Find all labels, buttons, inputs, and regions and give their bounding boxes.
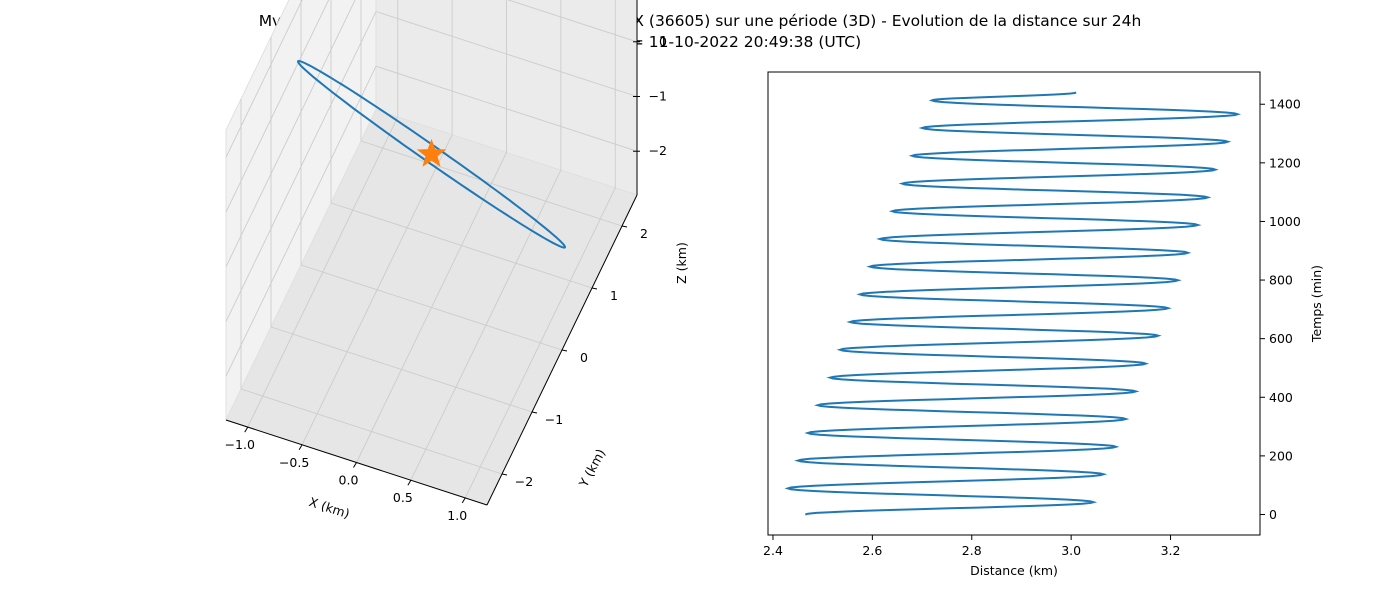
x-tick-label: 2.4 <box>763 543 783 558</box>
y-tick-label: 0 <box>580 350 588 365</box>
y-tick-mark <box>531 411 538 414</box>
y-tick-label: 200 <box>1269 448 1293 463</box>
z-grid-left <box>225 0 303 158</box>
distance-line <box>784 91 1242 516</box>
x-tick-label: 0.5 <box>393 490 413 505</box>
y-grid-floor <box>300 264 563 351</box>
y-ticks: 0 200 400 600 800 1000 1200 1400 <box>1260 97 1301 522</box>
x-tick-mark <box>298 444 303 451</box>
z-grid-right <box>375 11 638 97</box>
y-tick-label: 800 <box>1269 273 1293 288</box>
x-tick-label: 2.6 <box>862 543 882 558</box>
x-tick-label: 1.0 <box>447 508 467 523</box>
y-tick-label: 1400 <box>1269 97 1301 112</box>
x-tick-label: 0.0 <box>339 473 359 488</box>
z-grid-left <box>225 0 356 267</box>
z-tick-label: −1 <box>649 89 667 104</box>
y-tick-mark <box>501 473 508 476</box>
x-axis-label: Distance (km) <box>970 563 1058 578</box>
y-tick-mark <box>591 287 598 290</box>
axes-panes <box>225 0 638 506</box>
z-tick-label: 0 <box>659 34 667 49</box>
x-tick-label: 3.0 <box>1061 543 1081 558</box>
x-tick-label: −0.5 <box>279 455 309 470</box>
x-tick-mark <box>244 426 249 433</box>
z-tick-label: −2 <box>649 143 667 158</box>
x-tick-mark <box>407 479 412 486</box>
z-grid-left <box>225 0 330 213</box>
y-tick-label: 600 <box>1269 331 1293 346</box>
z-grid-right <box>507 0 638 43</box>
distance-time-axes: 2.4 2.6 2.8 3.0 3.2 0 200 400 600 800 1000 1200 140… <box>763 71 1324 578</box>
y-axis-label: Y (km) <box>575 446 608 490</box>
y-grid-floor <box>330 202 593 289</box>
y-tick-mark <box>561 349 568 352</box>
y-grid-floor <box>270 326 533 413</box>
x-tick-label: 3.2 <box>1161 543 1181 558</box>
axes-grid <box>225 0 638 499</box>
y-tick-label: 1 <box>610 288 618 303</box>
y-tick-label: 1000 <box>1269 214 1301 229</box>
y-tick-label: 400 <box>1269 390 1293 405</box>
z-grid-right <box>375 65 638 152</box>
x-tick-mark <box>461 497 466 504</box>
x-tick-mark <box>353 462 357 468</box>
y-grid-floor <box>360 140 623 227</box>
y-tick-mark <box>621 225 628 228</box>
y-tick-label: 2 <box>640 226 648 241</box>
y-tick-label: −2 <box>515 474 533 489</box>
z-grid-left <box>225 11 377 322</box>
x-axis-label: X (km) <box>307 494 351 521</box>
z-grid-left <box>225 66 377 377</box>
y-tick-label: 1200 <box>1269 155 1301 170</box>
z-axis-label: Z (km) <box>674 242 689 284</box>
x-ticks: 2.4 2.6 2.8 3.0 3.2 <box>763 535 1180 558</box>
y-tick-label: −1 <box>545 412 563 427</box>
relative-orbit-line <box>296 59 567 249</box>
star-marker <box>416 138 447 167</box>
y-axis-label: Temps (min) <box>1309 265 1324 343</box>
y-tick-label: 0 <box>1269 507 1277 522</box>
x-tick-label: 2.8 <box>962 543 982 558</box>
plot-frame <box>767 71 1261 536</box>
y-grid-floor <box>240 388 503 475</box>
x-tick-label: −1.0 <box>225 437 255 452</box>
